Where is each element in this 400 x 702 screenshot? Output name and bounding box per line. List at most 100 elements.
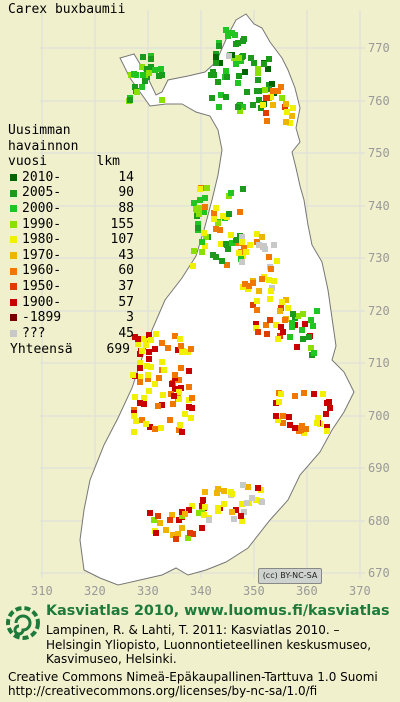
observation-square (176, 389, 182, 395)
observation-square (308, 317, 314, 323)
observation-square (201, 512, 207, 518)
easting-label: 370 (349, 584, 371, 598)
legend-item-count: 37 (118, 278, 134, 294)
legend-item: 1980- 107 (8, 232, 134, 248)
observation-square (275, 417, 281, 423)
legend-total-count: 699 (106, 342, 130, 358)
observation-square (155, 513, 161, 519)
observation-square (240, 104, 246, 110)
legend-swatch (10, 189, 17, 197)
observation-square (314, 420, 320, 426)
observation-square (187, 530, 193, 536)
observation-square (199, 508, 205, 514)
citation-line: Lampinen, R. & Lahti, T. 2011: Kasviatla… (46, 623, 340, 637)
observation-square (243, 249, 249, 255)
observation-square (172, 333, 178, 339)
observation-square (189, 395, 195, 401)
observation-square (145, 376, 151, 382)
observation-square (191, 248, 197, 254)
observation-square (135, 336, 141, 342)
easting-label: 360 (296, 584, 318, 598)
observation-square (213, 226, 219, 232)
observation-square (170, 401, 176, 407)
legend-col-header: vuosi lkm (8, 154, 134, 170)
observation-square (140, 54, 146, 60)
observation-square (179, 525, 185, 531)
easting-label: 340 (190, 584, 212, 598)
observation-square (231, 516, 237, 522)
observation-square (176, 377, 182, 383)
observation-square (215, 79, 221, 85)
observation-square (264, 118, 270, 124)
observation-square (265, 66, 271, 72)
observation-square (324, 400, 330, 406)
observation-square (245, 484, 251, 490)
observation-square (218, 241, 224, 247)
observation-square (175, 347, 181, 353)
observation-square (270, 102, 276, 108)
observation-square (199, 239, 205, 245)
observation-square (224, 74, 230, 80)
northing-label: 700 (368, 409, 390, 423)
legend-swatch (10, 267, 17, 275)
observation-square (225, 246, 231, 252)
observation-square (176, 396, 182, 402)
observation-square (153, 331, 159, 337)
observation-square (289, 113, 295, 119)
observation-square (139, 417, 145, 423)
observation-square (134, 89, 140, 95)
observation-square (311, 350, 317, 356)
legend-swatch (10, 314, 17, 322)
observation-square (167, 417, 173, 423)
observation-square (274, 258, 280, 264)
observation-square (294, 344, 300, 350)
observation-square (186, 507, 192, 513)
observation-square (141, 336, 147, 342)
cc-license-badge[interactable]: (cc) BY-NC-SA (258, 568, 322, 584)
observation-square (255, 77, 261, 83)
observation-square (278, 84, 284, 90)
legend-swatch (10, 298, 17, 306)
legend: Uusimman havainnon vuosi lkm 2010- 14 2005… (8, 123, 134, 358)
observation-square (152, 426, 158, 432)
observation-square (189, 503, 195, 509)
observation-square (229, 509, 235, 515)
observation-square (247, 242, 253, 248)
observation-square (141, 401, 147, 407)
observation-square (211, 210, 217, 216)
observation-square (146, 349, 152, 355)
observation-square (213, 205, 219, 211)
legend-item-count: 155 (110, 216, 134, 232)
observation-square (137, 374, 143, 380)
observation-square (299, 423, 305, 429)
observation-square (283, 297, 289, 303)
footer-title[interactable]: Kasviatlas 2010, www.luomus.fi/kasviatla… (46, 603, 390, 619)
observation-square (195, 221, 201, 227)
observation-square (239, 234, 245, 240)
observation-square (299, 327, 305, 333)
observation-square (239, 239, 245, 245)
footer-citation: Lampinen, R. & Lahti, T. 2011: Kasviatla… (46, 623, 371, 667)
grid-coordinate-labels: 770 760 750 740 730 720 710 700 690 680 670 310 320 3… (31, 41, 390, 598)
observation-square (266, 254, 272, 260)
license-url[interactable]: http://creativecommons.org/licenses/by-n… (8, 684, 318, 698)
observation-square (271, 278, 277, 284)
observation-square (233, 61, 239, 67)
observation-square (215, 486, 221, 492)
observation-square (256, 288, 262, 294)
observation-square (156, 375, 162, 381)
legend-item-label: 1990- (22, 216, 62, 232)
observation-square (139, 64, 145, 70)
observation-square (146, 70, 152, 76)
legend-item-count: 45 (118, 325, 134, 341)
observation-square (145, 372, 151, 378)
observation-square (236, 73, 242, 79)
observation-square (260, 102, 266, 108)
observation-square (196, 205, 202, 211)
observation-square (271, 242, 277, 248)
easting-label: 320 (84, 584, 106, 598)
observation-square (182, 511, 188, 517)
observation-square (324, 428, 330, 434)
observation-square (259, 276, 265, 282)
observation-square (250, 280, 256, 286)
